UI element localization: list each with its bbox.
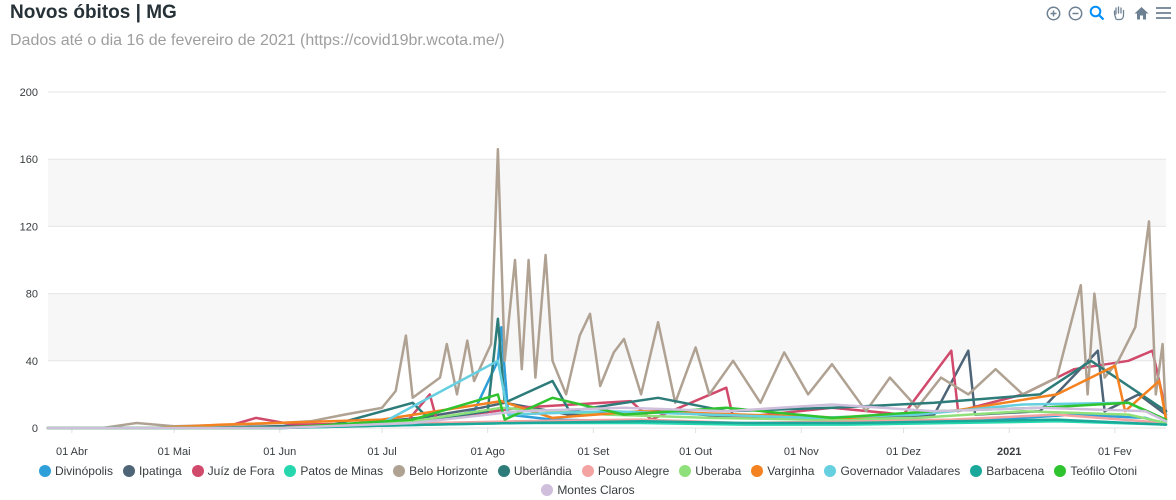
y-tick-label: 40	[26, 356, 38, 368]
x-tick-label: 01 Ago	[471, 446, 505, 458]
x-tick-label: 2021	[997, 446, 1021, 458]
y-axis: 0 40 80 120 160 200	[20, 87, 38, 435]
series-lines	[46, 147, 1168, 430]
series-line	[46, 317, 1168, 430]
legend-item[interactable]: Divinópolis	[38, 462, 113, 479]
legend-label: Pouso Alegre	[597, 463, 670, 478]
y-tick-label: 80	[26, 289, 38, 301]
legend-label: Governador Valadares	[840, 463, 961, 478]
legend-marker	[679, 464, 692, 477]
legend-item[interactable]: Governador Valadares	[824, 462, 960, 479]
series-line	[46, 403, 1168, 430]
legend-item[interactable]: Belo Horizonte	[393, 462, 488, 479]
selection-zoom-icon[interactable]	[1088, 4, 1106, 22]
legend-item[interactable]: Patos de Minas	[284, 462, 383, 479]
legend-marker	[751, 464, 764, 477]
legend-label: Varginha	[767, 463, 815, 478]
plot-background	[48, 92, 1166, 428]
legend-label: Divinópolis	[54, 463, 113, 478]
plot-band	[48, 226, 1166, 294]
legend-label: Patos de Minas	[300, 463, 384, 478]
legend-label: Ipatinga	[138, 463, 182, 478]
legend-marker	[191, 464, 204, 477]
legend-marker	[970, 464, 983, 477]
legend-label: Uberaba	[695, 463, 742, 478]
pan-hand-icon[interactable]	[1110, 4, 1128, 22]
legend: Divinópolis Ipatinga Juíz de Fora Patos de …	[0, 462, 1176, 498]
legend-label: Juíz de Fora	[207, 463, 275, 478]
legend-marker	[824, 464, 837, 477]
zoom-out-icon[interactable]	[1066, 4, 1084, 22]
y-tick-label: 120	[20, 221, 38, 233]
legend-item[interactable]: Pouso Alegre	[581, 462, 670, 479]
legend-label: Barbacena	[986, 463, 1045, 478]
legend-marker	[1054, 464, 1067, 477]
x-tick-label: 01 Jul	[367, 446, 396, 458]
plot-band	[48, 293, 1166, 361]
legend-label: Uberlândia	[513, 463, 572, 478]
legend-marker	[284, 464, 297, 477]
legend-label: Montes Claros	[557, 482, 635, 497]
legend-marker	[38, 464, 51, 477]
menu-icon[interactable]	[1154, 4, 1172, 22]
legend-label: Teófilo Otoni	[1070, 463, 1138, 478]
chart-toolbar	[1044, 3, 1172, 23]
plot-band	[48, 159, 1166, 227]
y-tick-label: 160	[20, 154, 38, 166]
legend-marker	[393, 464, 406, 477]
legend-item[interactable]: Varginha	[751, 462, 814, 479]
plot-band	[48, 92, 1166, 160]
series-line	[46, 147, 1168, 430]
x-tick-label: 01 Set	[577, 446, 609, 458]
x-axis: 01 Abr 01 Mai 01 Jun 01 Jul 01 Ago 01 Set 01 O…	[48, 427, 1166, 458]
chart-subtitle: Dados até o dia 16 de fevereiro de 2021 …	[10, 32, 505, 49]
legend-marker	[541, 483, 554, 496]
home-icon[interactable]	[1132, 4, 1150, 22]
y-tick-label: 200	[20, 87, 38, 99]
x-tick-label: 01 Mai	[158, 446, 191, 458]
x-tick-label: 01 Nov	[784, 446, 819, 458]
legend-item[interactable]: Juíz de Fora	[191, 462, 275, 479]
legend-item[interactable]: Montes Claros	[541, 481, 635, 498]
legend-item[interactable]: Barbacena	[970, 462, 1044, 479]
x-tick-label: 01 Dez	[886, 446, 921, 458]
x-tick-label: 01 Jun	[263, 446, 296, 458]
legend-marker	[581, 464, 594, 477]
legend-marker	[497, 464, 510, 477]
zoom-in-icon[interactable]	[1044, 4, 1062, 22]
legend-item[interactable]: Teófilo Otoni	[1054, 462, 1137, 479]
legend-marker	[122, 464, 135, 477]
y-tick-label: 0	[32, 423, 38, 435]
chart-title: Novos óbitos | MG	[10, 2, 177, 23]
x-tick-label: 01 Abr	[56, 446, 88, 458]
x-tick-label: 01 Fev	[1098, 446, 1132, 458]
x-tick-label: 01 Out	[679, 446, 712, 458]
legend-item[interactable]: Uberaba	[679, 462, 741, 479]
legend-label: Belo Horizonte	[409, 463, 488, 478]
legend-item[interactable]: Uberlândia	[497, 462, 572, 479]
legend-item[interactable]: Ipatinga	[122, 462, 182, 479]
